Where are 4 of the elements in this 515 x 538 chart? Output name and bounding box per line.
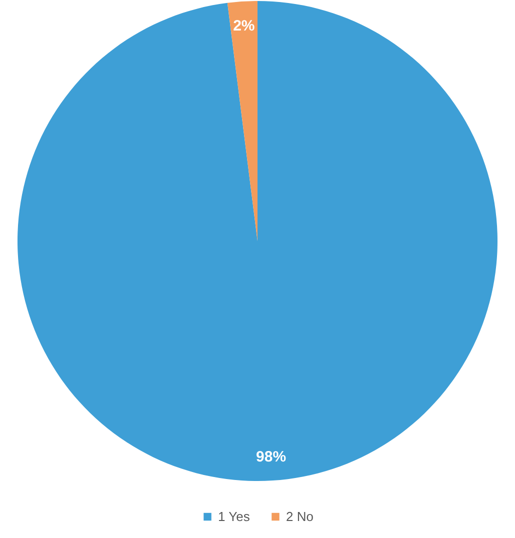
- legend-label: 1 Yes: [218, 508, 250, 524]
- data-label: 98%: [256, 448, 286, 466]
- data-label: 2%: [233, 17, 255, 34]
- legend-label: 2 No: [286, 508, 314, 524]
